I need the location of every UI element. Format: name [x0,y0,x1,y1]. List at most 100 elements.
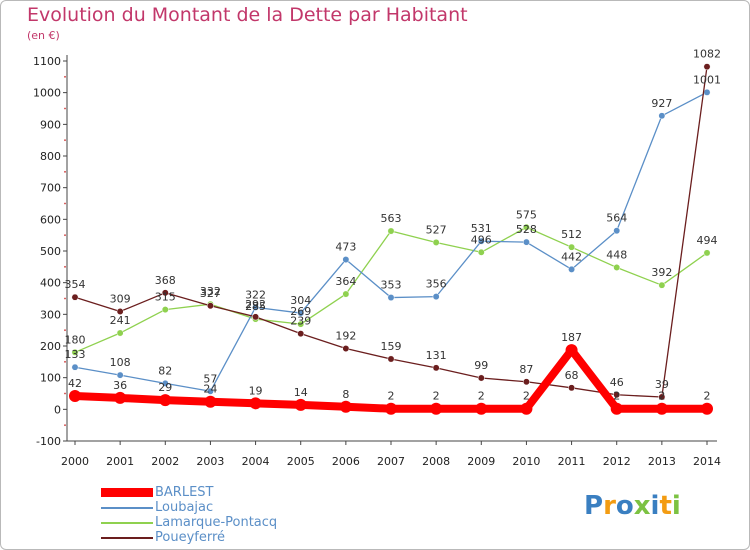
logo-letter: o [615,491,634,521]
data-label: 2 [388,390,395,403]
data-point [477,248,485,256]
y-tick-label: 1100 [33,55,61,68]
x-tick-label: 2014 [693,455,721,468]
x-tick-label: 2000 [61,455,89,468]
data-label: 364 [335,275,356,288]
data-label: 131 [426,349,447,362]
data-label: 187 [561,331,582,344]
data-label: 496 [471,233,492,246]
y-tick-label: 200 [40,340,61,353]
y-tick-label: 500 [40,245,61,258]
data-point [161,289,169,297]
x-tick-label: 2003 [196,455,224,468]
x-tick-label: 2012 [603,455,631,468]
data-label: 531 [471,222,492,235]
data-label: 269 [290,305,311,318]
data-point [385,402,397,415]
data-point [703,88,711,96]
data-point [568,243,576,251]
data-point [342,345,350,352]
data-point [522,378,530,386]
data-label: 368 [155,274,176,287]
data-label: 442 [561,250,582,263]
x-tick-label: 2002 [151,455,179,468]
data-label: 292 [245,298,266,311]
data-label: 8 [342,388,349,401]
y-minor-tick [64,107,66,110]
data-label: 2 [433,390,440,403]
data-point [252,313,260,321]
data-point [294,398,307,411]
data-point [387,294,395,301]
data-label: 1082 [693,48,721,61]
data-point [477,237,485,245]
y-minor-tick [64,139,66,142]
x-tick-label: 2004 [242,455,270,468]
y-tick-label: 300 [40,308,61,321]
data-label: 575 [516,208,537,221]
x-tick-label: 2009 [467,455,495,468]
data-label: 192 [335,330,356,343]
data-label: 108 [110,356,131,369]
data-label: 327 [200,287,221,300]
data-point [69,390,81,403]
data-point [71,348,79,356]
data-point [613,264,621,271]
data-point [475,402,488,415]
y-tick-label: 800 [40,150,61,163]
data-label: 304 [290,294,311,307]
y-minor-tick [64,75,66,78]
data-label: 24 [203,383,217,396]
data-label: 527 [426,223,447,236]
legend-swatch [101,537,153,539]
data-point [206,387,214,395]
data-point [159,394,172,407]
legend-swatch [101,488,153,497]
logo-letter: P [584,491,604,521]
data-label: 2 [523,390,530,403]
y-tick-label: 900 [40,118,61,131]
data-point [71,363,79,371]
x-tick-label: 2006 [332,455,360,468]
data-label: 332 [200,285,221,298]
data-point [387,355,395,363]
data-point [297,309,305,317]
logo-letter: x [633,491,651,521]
data-point [477,374,485,382]
data-point [568,384,576,392]
data-label: 473 [335,241,356,254]
data-label: 99 [474,359,488,372]
data-label: 133 [65,348,86,361]
legend-label: Loubajac [155,500,214,515]
x-tick-label: 2008 [422,455,450,468]
chart-subtitle: (en €) [27,29,60,42]
data-point [116,308,124,315]
data-point [522,223,530,231]
data-point [432,364,440,372]
data-point [249,397,262,410]
data-label: 563 [381,212,402,225]
x-tick-label: 2010 [512,455,540,468]
data-label: 29 [158,381,172,394]
data-point [161,379,169,387]
y-tick-label: 0 [54,403,61,416]
y-minor-tick [64,297,66,300]
legend-swatch [101,522,153,524]
data-point [613,391,621,399]
data-label: 285 [245,300,266,313]
y-tick-label: 600 [40,213,61,226]
data-point [116,371,124,379]
data-label: 309 [110,292,131,305]
logo-letter: i [650,491,660,521]
x-tick-label: 2007 [377,455,405,468]
y-tick-label: 400 [40,277,61,290]
logo-letter: i [671,491,681,521]
data-label: 512 [561,228,582,241]
data-point [297,320,305,328]
data-point [703,63,711,71]
data-point [613,227,621,235]
data-point [658,112,666,120]
data-point [339,400,352,413]
data-point [658,393,666,401]
